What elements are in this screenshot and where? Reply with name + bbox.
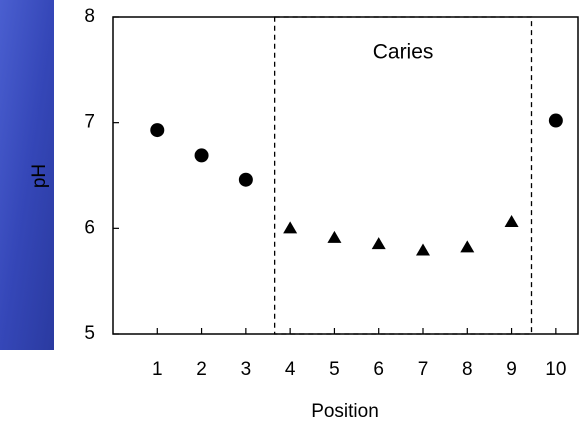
point bbox=[283, 221, 298, 234]
y-tick-label: 8 bbox=[84, 6, 95, 27]
x-tick-label: 1 bbox=[152, 359, 163, 380]
region-label: Caries bbox=[373, 41, 434, 64]
background-photo bbox=[0, 0, 54, 350]
point bbox=[371, 237, 386, 250]
plot-frame bbox=[112, 16, 579, 335]
point bbox=[504, 214, 519, 227]
x-tick-label: 2 bbox=[196, 359, 207, 380]
x-tick-label: 6 bbox=[373, 359, 384, 380]
x-axis-label: Position bbox=[311, 401, 379, 422]
y-axis-label: pH bbox=[29, 164, 50, 188]
caries-region bbox=[273, 16, 533, 335]
y-tick-label: 7 bbox=[84, 112, 95, 133]
point bbox=[194, 148, 209, 163]
point bbox=[327, 230, 342, 243]
x-tick-label: 4 bbox=[285, 359, 296, 380]
point bbox=[416, 243, 430, 256]
point bbox=[460, 240, 475, 253]
x-tick-label: 7 bbox=[418, 359, 429, 380]
x-tick-label: 8 bbox=[462, 359, 473, 380]
x-tick-label: 5 bbox=[329, 359, 340, 380]
x-tick-label: 9 bbox=[506, 359, 517, 380]
x-tick-label: 10 bbox=[545, 359, 566, 380]
point bbox=[548, 113, 563, 128]
point bbox=[150, 123, 165, 138]
x-tick-label: 3 bbox=[241, 359, 252, 380]
y-tick-label: 6 bbox=[84, 217, 95, 238]
y-tick-label: 5 bbox=[84, 323, 95, 344]
point bbox=[238, 172, 253, 187]
